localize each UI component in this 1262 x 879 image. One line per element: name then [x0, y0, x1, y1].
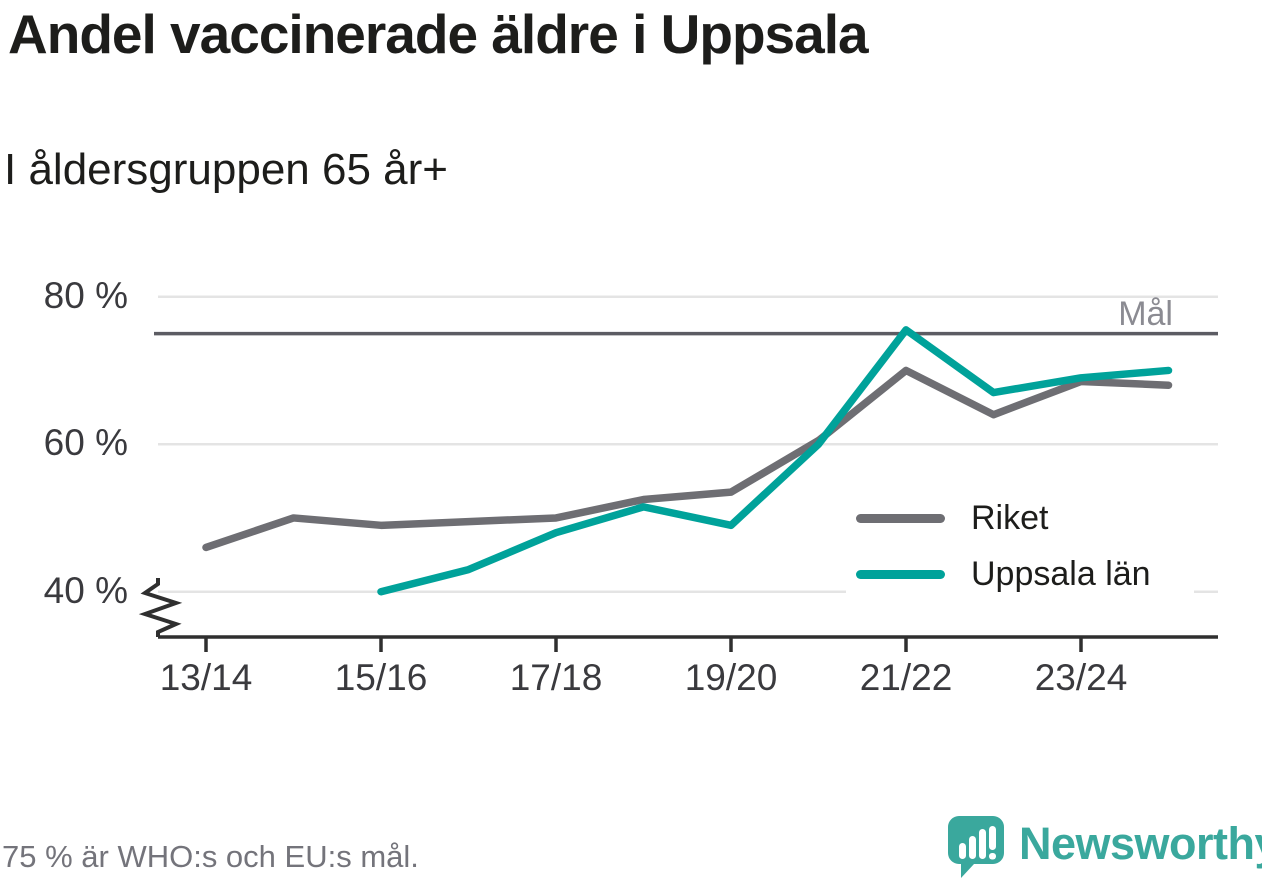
riket-line-swatch [856, 513, 945, 523]
logo-exclamation-bar [989, 826, 996, 850]
legend-label-riket: Riket [971, 499, 1049, 537]
footnote: 75 % är WHO:s och EU:s mål. [2, 839, 419, 874]
x-tick-label: 21/22 [859, 657, 953, 698]
y-tick-label: 40 % [43, 569, 128, 611]
newsworthy-logo: Newsworthy [948, 816, 1262, 879]
newsworthy-logo-icon [948, 816, 1004, 878]
legend: Riket Uppsala län [846, 486, 1194, 604]
legend-label-uppsala: Uppsala län [971, 555, 1151, 593]
logo-bar-1 [959, 843, 966, 859]
x-tick-label: 19/20 [684, 657, 778, 698]
series-line-uppsala-l-n [377, 326, 1173, 596]
chart-subtitle: I åldersgruppen 65 år+ [4, 145, 448, 194]
logo-bar-2 [969, 836, 976, 859]
axis-break-zigzag [138, 578, 183, 637]
x-tick-label: 13/14 [159, 657, 253, 698]
x-tick-label: 17/18 [509, 657, 603, 698]
series-line-riket [202, 366, 1173, 552]
y-tick-label: 60 % [43, 422, 128, 464]
x-tick-label: 15/16 [334, 657, 428, 698]
uppsala-line-swatch [856, 569, 945, 579]
x-tick-label: 23/24 [1034, 657, 1128, 698]
logo-exclamation-dot [989, 853, 996, 860]
logo-bar-3 [979, 829, 986, 859]
chart-title: Andel vaccinerade äldre i Uppsala [8, 3, 869, 65]
logo-wordmark: Newsworthy [1019, 817, 1262, 869]
goal-label: Mål [1118, 294, 1173, 333]
y-tick-label: 80 % [43, 274, 128, 316]
legend-item-riket: Riket [856, 498, 1048, 538]
legend-item-uppsala: Uppsala län [856, 554, 1151, 594]
